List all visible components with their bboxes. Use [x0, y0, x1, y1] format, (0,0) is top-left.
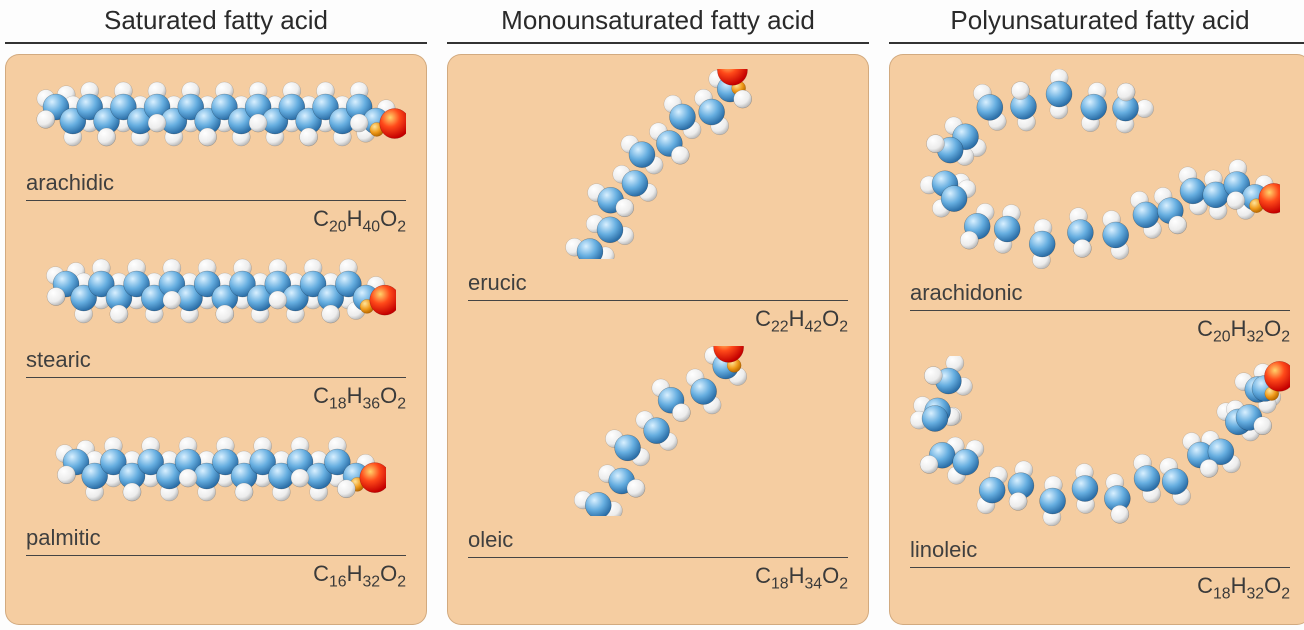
- entry-name: erucic: [468, 270, 848, 301]
- entry-name: palmitic: [26, 525, 406, 556]
- molecule-svg: [920, 69, 1280, 269]
- entry-name: stearic: [26, 347, 406, 378]
- molecule-svg: [46, 424, 386, 514]
- entry-palmitic: palmitic C16H32O2: [26, 424, 406, 591]
- panel-title: Polyunsaturated fatty acid: [889, 5, 1304, 44]
- entry-formula: C20H40O2: [26, 201, 406, 236]
- entry-formula: C20H32O2: [910, 311, 1290, 346]
- entry-arachidic: arachidic C20H40O2: [26, 69, 406, 236]
- entry-linoleic: linoleic C18H32O2: [910, 356, 1290, 603]
- panels-row: Saturated fatty acid arachidic C20H40O2 …: [5, 5, 1299, 625]
- entry-oleic: oleic C18H34O2: [468, 346, 848, 593]
- entry-stearic: stearic C18H36O2: [26, 246, 406, 413]
- panel-body: arachidonic C20H32O2 linoleic C18H32O2: [889, 54, 1304, 625]
- entry-arachidonic: arachidonic C20H32O2: [910, 69, 1290, 346]
- molecule-svg: [478, 346, 838, 516]
- panel-saturated: Saturated fatty acid arachidic C20H40O2 …: [5, 5, 427, 625]
- panel-mono: Monounsaturated fatty acid erucic C22H42…: [447, 5, 869, 625]
- entry-name: linoleic: [910, 537, 1290, 568]
- entry-formula: C22H42O2: [468, 301, 848, 336]
- panel-title: Monounsaturated fatty acid: [447, 5, 869, 44]
- panel-body: erucic C22H42O2 oleic C18H34O2: [447, 54, 869, 625]
- entry-formula: C18H32O2: [910, 568, 1290, 603]
- panel-poly: Polyunsaturated fatty acid arachidonic C…: [889, 5, 1304, 625]
- entry-formula: C18H36O2: [26, 378, 406, 413]
- entry-formula: C16H32O2: [26, 556, 406, 591]
- molecule-svg: [468, 69, 848, 259]
- entry-formula: C18H34O2: [468, 558, 848, 593]
- molecule-svg: [26, 69, 406, 159]
- molecule-svg: [910, 356, 1290, 526]
- entry-name: arachidonic: [910, 280, 1290, 311]
- entry-erucic: erucic C22H42O2: [468, 69, 848, 336]
- entry-name: oleic: [468, 527, 848, 558]
- entry-name: arachidic: [26, 170, 406, 201]
- molecule-svg: [36, 246, 396, 336]
- panel-title: Saturated fatty acid: [5, 5, 427, 44]
- panel-body: arachidic C20H40O2 stearic C18H36O2 palm…: [5, 54, 427, 625]
